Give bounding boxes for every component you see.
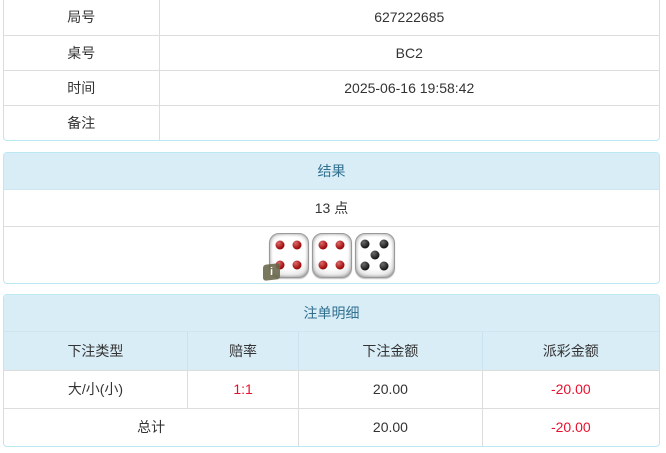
bet-details-title: 注单明细: [4, 295, 659, 332]
bet-odds: 1:1: [186, 369, 299, 408]
info-row-table-id: 桌号 BC2: [4, 34, 659, 70]
die-pip: [360, 239, 370, 249]
bet-amount: 20.00: [298, 369, 483, 408]
total-payout: -20.00: [481, 407, 659, 446]
die-pip: [335, 240, 345, 250]
die-pip: [275, 260, 285, 270]
bets-header-row: 下注类型 赔率 下注金额 派彩金额: [4, 332, 659, 371]
col-bet-amount: 下注金额: [298, 332, 483, 371]
die-black-5: [354, 232, 395, 278]
total-bet-amount: 20.00: [298, 407, 483, 446]
bet-details-table: 下注类型 赔率 下注金额 派彩金额 大/小(小) 1:1 20.00 -20.0…: [4, 332, 659, 446]
round-info-panel: 局号 627222685 桌号 BC2 时间 2025-06-16 19:58:…: [3, 0, 660, 141]
die-pip: [379, 261, 389, 271]
die-pip: [335, 260, 345, 270]
die-pip: [318, 260, 328, 270]
bet-details-panel: 注单明细 下注类型 赔率 下注金额 派彩金额 大/小(小) 1:1 20.00 …: [3, 294, 660, 447]
table-id-label: 桌号: [4, 34, 160, 70]
info-row-time: 时间 2025-06-16 19:58:42: [4, 69, 659, 105]
die-red-4: [311, 232, 352, 278]
die-pip: [379, 239, 389, 249]
col-payout: 派彩金额: [481, 332, 659, 371]
total-row: 总计 20.00 -20.00: [4, 407, 659, 446]
bet-type: 大/小(小): [4, 369, 188, 408]
die-pip: [360, 261, 370, 271]
info-row-round-id: 局号 627222685: [4, 0, 659, 35]
bet-row: 大/小(小) 1:1 20.00 -20.00: [4, 369, 659, 408]
bet-payout: -20.00: [481, 369, 659, 408]
remark-value: [159, 104, 659, 140]
table-id-value: BC2: [159, 34, 659, 70]
die-red-4: i: [262, 232, 309, 281]
die-pip: [292, 240, 302, 250]
time-label: 时间: [4, 69, 160, 105]
die-pip: [292, 260, 302, 270]
time-value: 2025-06-16 19:58:42: [159, 69, 659, 105]
col-odds: 赔率: [186, 332, 299, 371]
round-info-table: 局号 627222685 桌号 BC2 时间 2025-06-16 19:58:…: [4, 0, 659, 140]
result-panel-title: 结果: [4, 153, 659, 190]
total-label: 总计: [4, 407, 299, 446]
result-points: 13 点: [4, 190, 659, 227]
die-pip: [370, 250, 379, 260]
remark-label: 备注: [4, 104, 160, 140]
dice-row: i: [4, 227, 659, 283]
round-id-value: 627222685: [374, 9, 445, 26]
round-id-label: 局号: [4, 0, 160, 35]
die-pip: [275, 240, 285, 250]
info-row-remark: 备注: [4, 104, 659, 140]
result-panel: 结果 13 点 i: [3, 152, 660, 284]
dice-info-badge-icon[interactable]: i: [262, 262, 280, 281]
die-pip: [318, 240, 328, 250]
col-bet-type: 下注类型: [4, 332, 188, 371]
